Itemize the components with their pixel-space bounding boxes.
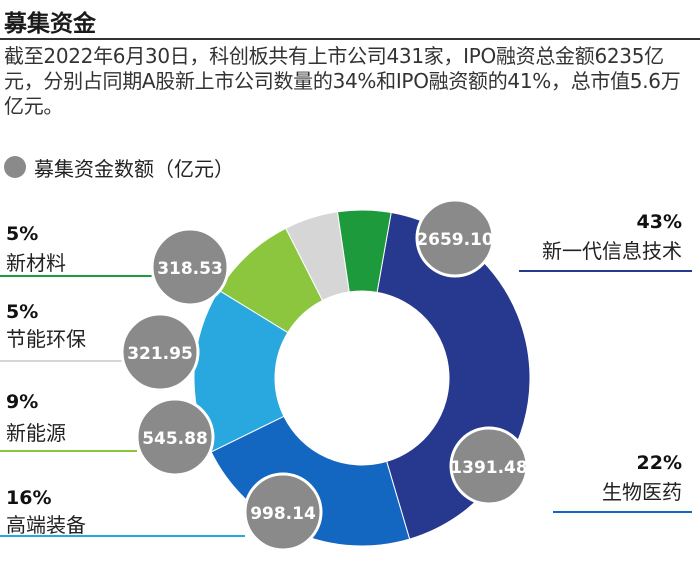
- legend: 募集资金数额（亿元）: [4, 152, 234, 182]
- legend-label: 募集资金数额（亿元）: [34, 156, 234, 181]
- slice-category-label: 生物医药: [602, 480, 682, 504]
- intro-paragraph: 截至2022年6月30日，科创板共有上市公司431家，IPO融资总金额6235亿…: [4, 44, 681, 118]
- chart-title: 募集资金: [4, 11, 96, 37]
- slice-value-label: 1391.48: [450, 458, 527, 478]
- value-bubble: [135, 397, 215, 477]
- slice-category-label: 高端装备: [6, 513, 86, 537]
- title-divider: [0, 38, 700, 40]
- slice-category-label: 节能环保: [6, 327, 86, 351]
- donut-slice: [210, 415, 411, 547]
- slice-value-label: 318.53: [157, 259, 223, 279]
- value-bubble: [415, 198, 495, 278]
- donut-slice: [336, 209, 392, 293]
- slice-category-label: 新一代信息技术: [542, 239, 682, 263]
- slice-category-label: 新能源: [6, 421, 66, 445]
- legend-marker: [4, 156, 26, 178]
- slice-percent-label: 5%: [6, 301, 38, 323]
- slice-percent-label: 22%: [637, 452, 682, 474]
- slice-percent-label: 43%: [637, 211, 682, 233]
- slice-value-label: 2659.10: [416, 230, 494, 250]
- slice-category-label: 新材料: [6, 251, 66, 275]
- slice-value-label: 998.14: [250, 504, 316, 524]
- slice-value-label: 321.95: [127, 344, 193, 364]
- value-bubble: [449, 426, 529, 506]
- value-bubble: [150, 227, 230, 307]
- value-bubble: [120, 312, 200, 392]
- slice-percent-label: 16%: [6, 487, 51, 509]
- slice-percent-label: 5%: [6, 223, 38, 245]
- value-bubble: [243, 472, 323, 552]
- slice-value-label: 545.88: [142, 429, 208, 449]
- slice-percent-label: 9%: [6, 391, 38, 413]
